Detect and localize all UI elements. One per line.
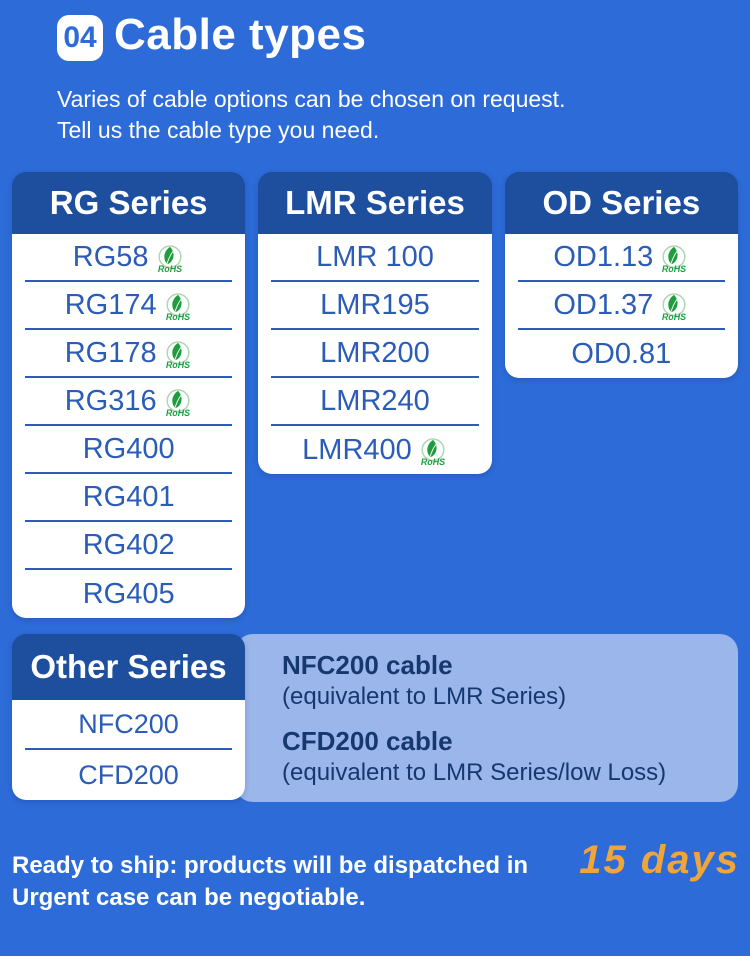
ready-to-ship-text: Ready to ship: products will be dispatch…	[12, 852, 529, 879]
svg-text:RoHS: RoHS	[662, 312, 686, 322]
cable-notes: NFC200 cable (equivalent to LMR Series) CF…	[282, 649, 728, 788]
series-card-title: RG Series	[12, 172, 246, 234]
series-card-body: NFC200 CFD200	[12, 700, 245, 800]
cable-type-item: RG178 RoHS	[25, 330, 233, 378]
other-series-notes-panel: NFC200 cable (equivalent to LMR Series) CF…	[235, 634, 738, 802]
page-title: Cable types	[114, 10, 367, 59]
rohs-certification-icon: RoHS	[662, 293, 686, 322]
cable-type-item: LMR195	[271, 282, 479, 330]
cable-type-label: OD1.13	[553, 240, 654, 273]
cable-type-label: RG405	[82, 577, 175, 610]
series-cards-row: RG Series RG58 RoHS RG174 RoHS RG178 RoH…	[12, 172, 738, 618]
cable-note: NFC200 cable (equivalent to LMR Series)	[282, 649, 728, 712]
cable-type-item: NFC200	[25, 700, 232, 750]
series-card: RG Series RG58 RoHS RG174 RoHS RG178 RoH…	[12, 172, 246, 618]
cable-type-label: NFC200	[78, 708, 179, 739]
rohs-certification-icon: RoHS	[166, 389, 190, 418]
series-card-title: LMR Series	[258, 172, 492, 234]
series-card-other: Other Series NFC200 CFD200	[12, 634, 245, 800]
cable-type-item: RG405	[25, 570, 232, 618]
cable-type-item: LMR240	[271, 378, 479, 426]
series-card-title: OD Series	[504, 172, 738, 234]
cable-note: CFD200 cable (equivalent to LMR Series/lo…	[282, 725, 728, 788]
svg-text:RoHS: RoHS	[166, 360, 190, 370]
cable-type-item: LMR200	[271, 330, 479, 378]
shipping-info-line: Ready to ship: products will be dispatch…	[12, 838, 740, 883]
cable-type-item: RG316 RoHS	[25, 378, 233, 426]
cable-type-item: LMR400 RoHS	[271, 426, 478, 474]
cable-type-label: LMR240	[320, 384, 430, 417]
rohs-certification-icon: RoHS	[166, 341, 190, 370]
cable-type-label: RG58	[72, 240, 149, 273]
cable-type-item: RG402	[25, 522, 233, 570]
cable-note-description: (equivalent to LMR Series)	[282, 683, 567, 710]
svg-text:RoHS: RoHS	[157, 264, 181, 274]
svg-text:RoHS: RoHS	[166, 312, 190, 322]
cable-type-item: RG400	[25, 426, 233, 474]
cable-type-item: OD1.13 RoHS	[517, 234, 725, 282]
urgent-case-text: Urgent case can be negotiable.	[12, 884, 366, 911]
series-card: LMR Series LMR 100 LMR195 LMR200 LMR240 LMR4…	[258, 172, 492, 474]
dispatch-days-highlight: 15 days	[579, 838, 740, 882]
cable-note-name: CFD200 cable	[282, 726, 453, 756]
cable-type-label: LMR400	[302, 433, 412, 466]
cable-type-item: OD1.37 RoHS	[517, 282, 725, 330]
cable-type-item: RG174 RoHS	[25, 282, 233, 330]
cable-type-label: RG316	[64, 384, 157, 417]
cable-type-item: LMR 100	[271, 234, 479, 282]
cable-type-item: RG58 RoHS	[25, 234, 233, 282]
cable-type-label: RG401	[82, 480, 175, 513]
cable-type-label: LMR 100	[316, 240, 434, 273]
series-card-body: LMR 100 LMR195 LMR200 LMR240 LMR400 RoHS	[258, 234, 492, 474]
rohs-certification-icon: RoHS	[166, 293, 190, 322]
series-card-body: RG58 RoHS RG174 RoHS RG178 RoHS RG316 Ro…	[12, 234, 246, 618]
series-card: OD Series OD1.13 RoHS OD1.37 RoHS OD0.81	[504, 172, 738, 378]
svg-text:RoHS: RoHS	[662, 264, 686, 274]
cable-note-description: (equivalent to LMR Series/low Loss)	[282, 759, 667, 786]
cable-type-item: CFD200	[25, 750, 232, 800]
cable-type-item: RG401	[25, 474, 233, 522]
cable-type-label: RG400	[82, 432, 175, 465]
section-number-badge: 04	[57, 15, 103, 61]
rohs-certification-icon: RoHS	[662, 245, 686, 274]
cable-type-label: LMR195	[320, 288, 430, 321]
series-card-body: OD1.13 RoHS OD1.37 RoHS OD0.81	[504, 234, 738, 378]
rohs-certification-icon: RoHS	[421, 438, 445, 467]
svg-text:RoHS: RoHS	[421, 457, 445, 467]
cable-type-label: OD0.81	[571, 337, 672, 370]
rohs-certification-icon: RoHS	[157, 245, 182, 274]
subtitle-line-1: Varies of cable options can be chosen on…	[57, 86, 566, 112]
subtitle-line-2: Tell us the cable type you need.	[57, 117, 380, 143]
series-card-title: Other Series	[12, 634, 245, 700]
svg-text:RoHS: RoHS	[166, 408, 190, 418]
cable-type-label: RG178	[64, 336, 157, 369]
page-subtitle: Varies of cable options can be chosen on…	[57, 84, 565, 146]
cable-type-label: OD1.37	[553, 288, 654, 321]
cable-type-item: OD0.81	[518, 330, 725, 378]
cable-type-label: CFD200	[78, 759, 179, 790]
cable-type-label: LMR200	[320, 336, 430, 369]
bottom-page-strip	[0, 956, 750, 979]
cable-type-label: RG174	[64, 288, 157, 321]
cable-note-name: NFC200 cable	[282, 650, 453, 680]
cable-type-label: RG402	[82, 528, 175, 561]
